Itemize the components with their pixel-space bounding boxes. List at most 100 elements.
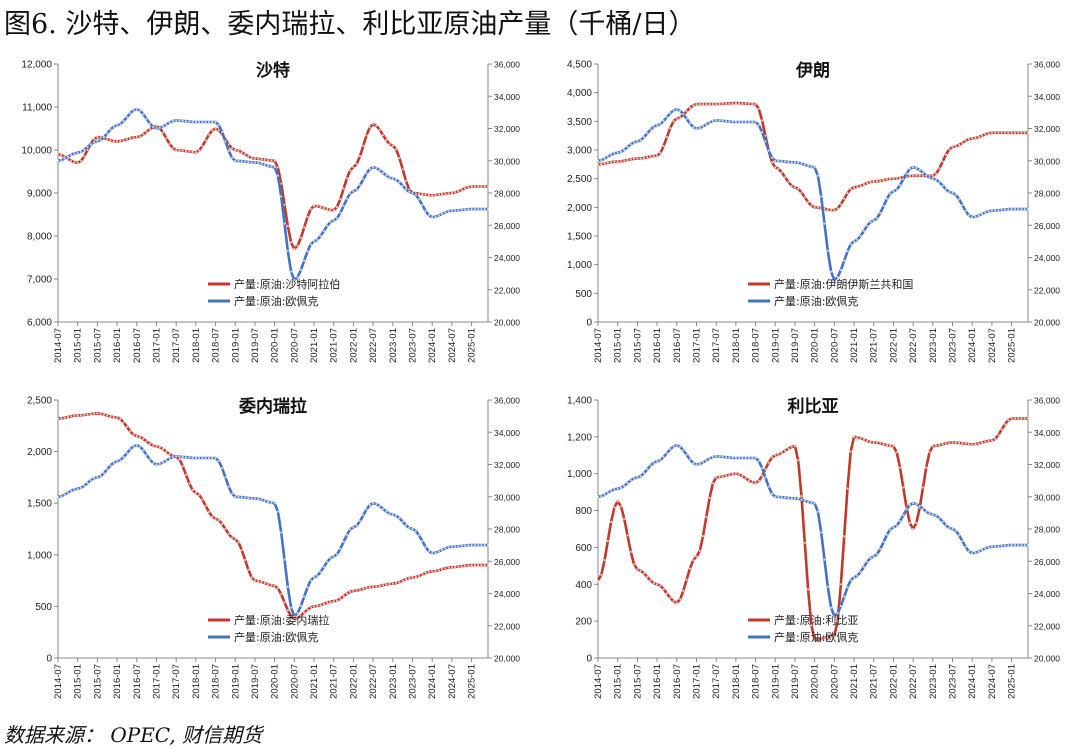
series-point	[954, 145, 957, 148]
series-point	[951, 146, 954, 149]
series-point	[777, 167, 780, 170]
series-point	[303, 595, 306, 598]
series-point	[790, 497, 793, 500]
right-tick-label: 34,000	[1034, 428, 1060, 438]
series-point	[408, 526, 411, 529]
series-point	[698, 462, 701, 465]
series-point	[596, 159, 600, 162]
right-tick-label: 28,000	[494, 189, 520, 199]
x-tick-label: 2017-01	[151, 328, 162, 363]
x-tick-label: 2018-07	[211, 664, 222, 699]
x-tick-label: 2021-07	[329, 328, 340, 363]
series-point	[780, 496, 783, 499]
right-tick-label: 24,000	[1034, 253, 1060, 263]
series-point	[316, 574, 319, 577]
series-point	[355, 589, 358, 592]
series-point	[780, 171, 783, 174]
series-point	[633, 477, 636, 480]
series-point	[139, 135, 142, 138]
series-point	[971, 552, 974, 555]
left-tick-label: 400	[575, 580, 592, 591]
series-point	[603, 493, 606, 496]
series-point	[224, 140, 227, 143]
x-tick-label: 2023-01	[388, 328, 399, 363]
series-line-country	[596, 417, 1028, 641]
series-point	[971, 137, 974, 140]
series-point	[470, 185, 473, 188]
series-point	[207, 120, 211, 124]
series-point	[784, 176, 787, 179]
series-point	[401, 579, 404, 582]
series-point	[728, 473, 731, 476]
series-point	[1007, 419, 1010, 422]
series-point	[879, 442, 882, 445]
series-point	[889, 192, 892, 195]
series-point	[411, 191, 414, 195]
series-point	[862, 565, 865, 568]
series-point	[316, 604, 319, 608]
x-tick-label: 2017-01	[151, 664, 162, 699]
series-point	[967, 214, 970, 217]
series-point	[859, 437, 862, 440]
series-point	[477, 208, 480, 211]
series-point	[112, 140, 115, 143]
series-point	[872, 180, 875, 183]
series-point	[253, 579, 256, 582]
series-point	[718, 102, 721, 106]
series-point	[349, 528, 352, 531]
series-point	[721, 102, 724, 105]
x-tick-label: 2023-07	[948, 328, 959, 363]
series-point	[102, 472, 106, 475]
series-point	[119, 459, 122, 462]
x-tick-label: 2017-01	[691, 328, 702, 363]
series-point	[63, 493, 66, 496]
series-point	[823, 636, 826, 639]
series-point	[856, 185, 859, 188]
series-point	[862, 183, 865, 186]
series-point	[764, 476, 767, 479]
series-point	[106, 138, 109, 141]
series-point	[257, 157, 260, 160]
series-point	[214, 517, 217, 520]
series-point	[701, 461, 705, 464]
series-point	[434, 215, 437, 218]
series-point	[139, 445, 142, 448]
x-tick-label: 2021-07	[869, 664, 880, 699]
series-point	[161, 448, 165, 451]
series-point	[480, 564, 483, 567]
x-tick-label: 2022-07	[368, 664, 379, 699]
series-point	[1013, 417, 1016, 420]
series-point	[89, 143, 92, 146]
left-tick-label: 1,400	[567, 396, 592, 407]
x-tick-label: 2019-07	[250, 664, 261, 699]
series-point	[181, 455, 184, 458]
series-point	[721, 119, 724, 122]
series-point	[96, 136, 99, 139]
series-point	[355, 524, 358, 527]
series-point	[142, 113, 145, 116]
series-point	[642, 472, 646, 475]
series-point	[424, 193, 427, 196]
left-tick-label: 600	[575, 543, 592, 554]
left-tick-label: 8,000	[27, 232, 52, 243]
right-tick-label: 26,000	[494, 221, 520, 231]
series-point	[662, 145, 665, 148]
series-point	[391, 144, 394, 147]
series-point	[375, 585, 378, 588]
right-tick-label: 20,000	[494, 318, 520, 328]
series-point	[990, 209, 993, 212]
series-point	[846, 487, 849, 490]
series-point	[99, 412, 102, 415]
x-tick-label: 2014-07	[53, 664, 64, 699]
series-point	[204, 456, 207, 460]
series-point	[636, 157, 639, 160]
series-point	[296, 616, 299, 619]
series-point	[460, 188, 463, 191]
series-point	[652, 461, 655, 464]
series-point	[1026, 208, 1030, 211]
series-point	[165, 459, 168, 462]
series-point	[83, 148, 86, 151]
series-point	[181, 119, 184, 122]
series-point	[757, 459, 760, 462]
series-point	[836, 207, 839, 210]
